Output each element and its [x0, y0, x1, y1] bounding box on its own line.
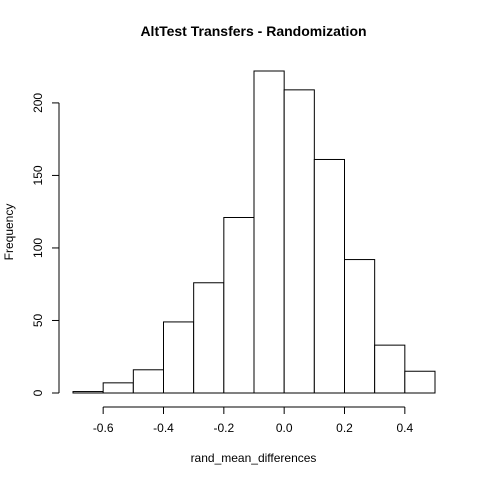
- chart-title: AltTest Transfers - Randomization: [140, 23, 366, 39]
- histogram-bar: [404, 370, 436, 394]
- x-axis-label: rand_mean_differences: [191, 451, 317, 465]
- y-tick-label: 200: [31, 93, 45, 113]
- x-tick-label: 0.0: [276, 421, 293, 435]
- x-tick-label: 0.4: [396, 421, 413, 435]
- y-axis-label: Frequency: [2, 204, 16, 261]
- x-tick-label: -0.2: [213, 421, 234, 435]
- histogram-bar: [253, 70, 285, 394]
- bars-group: [72, 70, 436, 394]
- histogram-bar: [72, 391, 104, 394]
- x-tick-label: -0.6: [93, 421, 114, 435]
- y-tick-label: 100: [31, 238, 45, 258]
- histogram-bar: [193, 282, 225, 394]
- histogram-bar: [132, 369, 164, 394]
- histogram-bar: [374, 344, 406, 394]
- y-tick-label: 0: [31, 389, 45, 396]
- x-tick-label: -0.4: [153, 421, 174, 435]
- histogram-bar: [223, 216, 255, 394]
- histogram-bar: [163, 321, 195, 394]
- x-tick-label: 0.2: [336, 421, 353, 435]
- histogram-bar: [344, 259, 376, 394]
- histogram-bar: [313, 158, 346, 394]
- y-axis: 0 50 100 150 200: [31, 93, 60, 396]
- x-axis: -0.6 -0.4 -0.2 0.0 0.2 0.4: [93, 406, 413, 435]
- histogram-bar: [102, 382, 134, 394]
- y-tick-label: 50: [31, 313, 45, 327]
- y-tick-label: 150: [31, 165, 45, 185]
- histogram-bar: [283, 89, 315, 394]
